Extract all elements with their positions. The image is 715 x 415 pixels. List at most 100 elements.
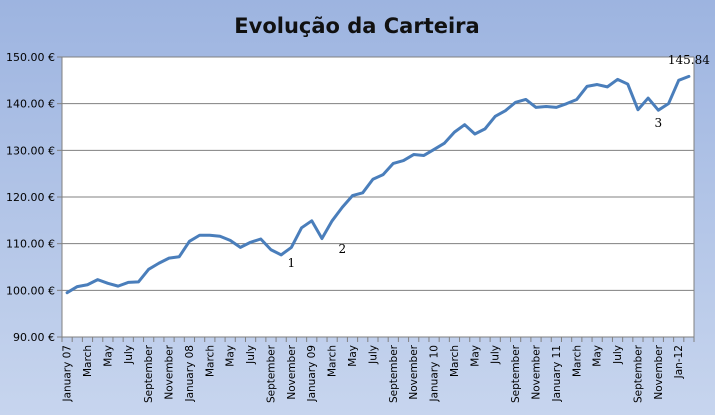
x-tick-label: January 10 [429, 345, 441, 403]
data-point [330, 219, 334, 222]
data-point [86, 283, 89, 286]
x-tick-label: July [367, 345, 379, 365]
data-point [65, 291, 69, 294]
chart-title: Evolução da Carteira [234, 14, 479, 38]
data-point [504, 109, 507, 112]
data-point [381, 173, 385, 176]
data-point [646, 96, 650, 100]
x-tick-label: March [327, 345, 339, 377]
series-line [65, 74, 691, 295]
data-point [341, 206, 344, 209]
data-point [555, 106, 558, 109]
y-tick-labels: 90.00 € 100.00 € 110.00 € 120.00 € 130.00 € 1… [6, 51, 55, 344]
data-point [524, 98, 528, 101]
data-point [483, 127, 487, 131]
x-tick-label: November [164, 344, 176, 399]
data-point [147, 268, 150, 271]
x-tick-label: March [82, 345, 94, 377]
data-point [616, 78, 619, 81]
x-tick-label: July [245, 345, 257, 365]
x-tick-label: September [143, 344, 155, 403]
data-point [687, 75, 691, 78]
x-tick-label: July [490, 345, 502, 365]
annotation-label: 1 [288, 256, 296, 270]
x-tick-label: May [592, 345, 604, 367]
y-tick-label: 140.00 € [6, 98, 55, 111]
y-tick-label: 100.00 € [6, 284, 55, 297]
data-point [473, 132, 477, 136]
data-point [667, 102, 670, 105]
data-point [218, 235, 222, 238]
annotation-label: 2 [339, 242, 347, 256]
data-point [178, 255, 181, 258]
x-tick-label: May [469, 345, 481, 367]
data-point [534, 106, 538, 109]
data-point [208, 234, 212, 237]
data-point [412, 153, 415, 156]
x-tick-label: May [102, 345, 114, 367]
data-point [595, 83, 599, 86]
y-tick-label: 110.00 € [6, 238, 55, 251]
x-tick-label: September [388, 344, 400, 403]
data-point [636, 108, 640, 111]
data-point [514, 101, 517, 104]
x-tick-labels: January 07 March May July September November J… [62, 344, 686, 403]
data-point [453, 130, 456, 134]
annotation-label: 3 [655, 116, 663, 130]
data-point [402, 159, 405, 162]
axes [61, 57, 695, 342]
x-tick-label: November [531, 344, 543, 399]
x-tick-label: March [204, 345, 216, 377]
data-point [157, 262, 161, 265]
data-point [565, 102, 568, 105]
gridlines [57, 56, 694, 338]
data-point [239, 246, 242, 249]
data-point [228, 239, 232, 242]
x-tick-label: May [347, 345, 359, 367]
data-point [463, 123, 466, 126]
data-point [361, 191, 364, 194]
x-tick-label: January 11 [551, 345, 563, 403]
data-point [443, 142, 446, 145]
series-layer [65, 74, 691, 295]
data-point [544, 105, 548, 108]
data-point [422, 154, 426, 157]
data-point [657, 109, 660, 112]
data-point [198, 234, 201, 237]
data-point [249, 241, 252, 244]
x-tick-label: March [571, 345, 583, 377]
data-point [188, 240, 191, 243]
x-tick-label: March [449, 345, 461, 377]
x-tick-label: May [225, 345, 237, 367]
data-point [116, 284, 120, 288]
data-point [371, 178, 375, 181]
data-point [585, 85, 589, 88]
x-tick-label: November [653, 344, 665, 399]
data-point [432, 148, 436, 151]
x-tick-label: September [510, 344, 522, 403]
data-point [167, 256, 171, 260]
data-point [137, 280, 140, 284]
data-point [392, 162, 395, 165]
data-point [259, 237, 262, 241]
x-tick-label: July [612, 345, 624, 365]
x-tick-label: July [123, 345, 135, 365]
data-point [96, 278, 99, 281]
data-point [106, 282, 110, 285]
x-tick-label: September [265, 344, 277, 403]
data-point [626, 82, 629, 86]
data-point [76, 285, 79, 288]
annotation-label: 145.84 [668, 53, 710, 67]
x-tick-label: January 08 [184, 345, 196, 403]
data-point [575, 98, 578, 101]
y-tick-label: 130.00 € [6, 144, 55, 157]
annotations: 1 2 3 145.84 [288, 53, 711, 270]
data-point [127, 281, 130, 284]
y-tick-label: 120.00 € [6, 191, 55, 204]
data-point [279, 253, 283, 257]
y-tick-label: 150.00 € [6, 51, 55, 64]
data-point [310, 219, 313, 222]
x-tick-label: Jan-12 [673, 345, 685, 379]
